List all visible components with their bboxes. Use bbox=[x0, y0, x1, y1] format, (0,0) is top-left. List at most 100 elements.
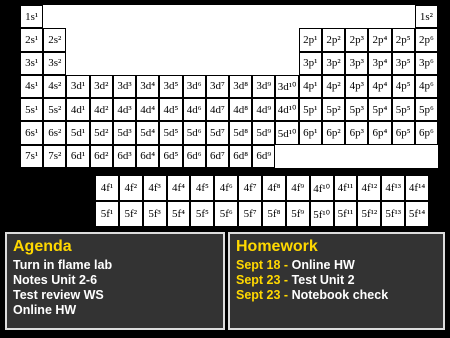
periodic-table: 1s¹ 1s² 2s¹ 2s² 2p¹ 2p² 2p³ 2p⁴ 2p⁵ 2p⁶ 3s¹ 3s² 3p¹ 3… bbox=[20, 5, 438, 168]
orbital-cell: 3d¹⁰ bbox=[275, 74, 299, 99]
orbital-cell: 4d³ bbox=[112, 98, 137, 122]
orbital-cell: 5f⁸ bbox=[262, 201, 286, 227]
agenda-title: Agenda bbox=[13, 238, 72, 255]
orbital-cell: 4s¹ bbox=[20, 74, 44, 99]
orbital-cell: 5d¹ bbox=[66, 121, 90, 145]
orbital-cell: 3d⁵ bbox=[159, 74, 183, 99]
orbital-cell: 4s² bbox=[43, 74, 67, 99]
f-block: 4f¹ 4f² 4f³ 4f⁴ 4f⁵ 4f⁶ 4f⁷ 4f⁸ 4f⁹ 4f¹⁰ 4f¹¹ 4f¹² 4… bbox=[95, 175, 429, 227]
orbital-cell: 3p⁴ bbox=[368, 51, 392, 75]
orbital-cell: 2p⁶ bbox=[414, 28, 438, 52]
homework-title: Homework bbox=[236, 238, 318, 255]
orbital-cell: 3d⁴ bbox=[136, 74, 160, 99]
orbital-cell: 6d⁶ bbox=[182, 144, 206, 168]
orbital-cell: 5f¹² bbox=[357, 201, 382, 227]
orbital-cell: 5p² bbox=[321, 98, 346, 122]
orbital-cell: 5d² bbox=[89, 121, 113, 145]
orbital-cell: 2s² bbox=[43, 28, 67, 52]
orbital-cell: 3p⁵ bbox=[391, 51, 415, 75]
orbital-cell: 4d⁹ bbox=[252, 98, 276, 122]
orbital-cell: 2s¹ bbox=[20, 28, 44, 52]
orbital-cell: 4d² bbox=[89, 98, 113, 122]
orbital-cell: 5f¹⁰ bbox=[309, 201, 334, 227]
orbital-cell: 5s¹ bbox=[20, 98, 44, 122]
orbital-cell: 2p³ bbox=[345, 28, 369, 52]
orbital-cell: 5d⁵ bbox=[159, 121, 183, 145]
orbital-cell: 6p¹ bbox=[298, 121, 322, 145]
orbital-cell: 5d¹⁰ bbox=[275, 121, 299, 145]
orbital-cell: 1s² bbox=[414, 5, 438, 29]
orbital-cell: 6s¹ bbox=[20, 121, 44, 145]
orbital-cell: 5f⁷ bbox=[238, 201, 262, 227]
orbital-cell: 7s² bbox=[43, 144, 67, 168]
orbital-cell: 4p³ bbox=[345, 74, 369, 99]
orbital-cell: 5p⁴ bbox=[368, 98, 392, 122]
orbital-cell: 6d⁴ bbox=[136, 144, 160, 168]
homework-item: Sept 23 - Test Unit 2 bbox=[236, 273, 437, 288]
orbital-cell: 4d⁶ bbox=[182, 98, 206, 122]
orbital-cell: 3d⁹ bbox=[252, 74, 276, 99]
orbital-cell: 3p³ bbox=[345, 51, 369, 75]
orbital-cell: 4p⁵ bbox=[391, 74, 415, 99]
homework-item: Sept 23 - Notebook check bbox=[236, 288, 437, 303]
orbital-cell: 4d¹⁰ bbox=[275, 98, 299, 122]
orbital-cell: 5f⁴ bbox=[166, 201, 191, 227]
orbital-cell: 4d⁸ bbox=[229, 98, 253, 122]
orbital-cell: 2p⁴ bbox=[368, 28, 392, 52]
orbital-cell: 4f⁵ bbox=[190, 175, 215, 201]
agenda-item: Turn in flame lab bbox=[13, 258, 113, 272]
orbital-cell: 6p⁴ bbox=[368, 121, 392, 145]
orbital-cell: 2p² bbox=[321, 28, 346, 52]
orbital-cell: 5d⁶ bbox=[182, 121, 206, 145]
orbital-cell: 4f¹⁴ bbox=[405, 175, 429, 201]
orbital-cell: 6d² bbox=[89, 144, 113, 168]
orbital-cell: 5f¹⁴ bbox=[405, 201, 429, 227]
orbital-cell: 3d³ bbox=[112, 74, 137, 99]
orbital-cell: 4p¹ bbox=[298, 74, 322, 99]
orbital-cell: 4f⁹ bbox=[285, 175, 310, 201]
orbital-cell: 4d⁵ bbox=[159, 98, 183, 122]
agenda-item: Test review WS bbox=[13, 288, 104, 302]
orbital-cell: 4p² bbox=[321, 74, 346, 99]
orbital-cell: 4f³ bbox=[142, 175, 167, 201]
orbital-cell: 4f⁸ bbox=[262, 175, 286, 201]
orbital-cell: 4f⁷ bbox=[238, 175, 262, 201]
orbital-cell: 5d⁹ bbox=[252, 121, 276, 145]
orbital-cell: 4f¹¹ bbox=[333, 175, 358, 201]
agenda-box: Agenda Turn in flame lab Notes Unit 2-6 Tes… bbox=[5, 232, 225, 330]
orbital-cell: 5d⁷ bbox=[205, 121, 229, 145]
orbital-cell: 4d¹ bbox=[66, 98, 90, 122]
orbital-cell: 3d¹ bbox=[66, 74, 90, 99]
orbital-cell: 2p¹ bbox=[298, 28, 322, 52]
orbital-cell: 5f¹¹ bbox=[333, 201, 358, 227]
orbital-cell: 2p⁵ bbox=[391, 28, 415, 52]
orbital-cell: 6d⁵ bbox=[159, 144, 183, 168]
orbital-cell: 4f¹⁰ bbox=[309, 175, 334, 201]
homework-item: Sept 18 - Online HW bbox=[236, 258, 437, 273]
orbital-cell: 4f¹³ bbox=[381, 175, 406, 201]
orbital-cell: 4f¹ bbox=[95, 175, 119, 201]
orbital-cell: 6p⁵ bbox=[391, 121, 415, 145]
orbital-cell: 6p² bbox=[321, 121, 346, 145]
orbital-cell: 6d⁸ bbox=[229, 144, 253, 168]
orbital-cell: 5f⁹ bbox=[285, 201, 310, 227]
orbital-cell: 5s² bbox=[43, 98, 67, 122]
homework-box: Homework Sept 18 - Online HW Sept 23 - Tes… bbox=[228, 232, 445, 330]
agenda-item: Online HW bbox=[13, 303, 77, 317]
orbital-cell: 4p⁶ bbox=[414, 74, 438, 99]
orbital-cell: 3p⁶ bbox=[414, 51, 438, 75]
orbital-cell: 5p³ bbox=[345, 98, 369, 122]
orbital-cell: 6d⁷ bbox=[205, 144, 229, 168]
orbital-cell: 5f² bbox=[118, 201, 143, 227]
orbital-cell: 3s¹ bbox=[20, 51, 44, 75]
agenda-item: Notes Unit 2-6 bbox=[13, 273, 98, 287]
orbital-cell: 6d¹ bbox=[66, 144, 90, 168]
orbital-cell: 5f³ bbox=[142, 201, 167, 227]
orbital-cell: 3d⁸ bbox=[229, 74, 253, 99]
orbital-cell: 5p¹ bbox=[298, 98, 322, 122]
orbital-cell: 6d³ bbox=[112, 144, 137, 168]
homework-task: Online HW bbox=[291, 258, 355, 272]
orbital-cell: 5d³ bbox=[112, 121, 137, 145]
orbital-cell: 4f⁴ bbox=[166, 175, 191, 201]
